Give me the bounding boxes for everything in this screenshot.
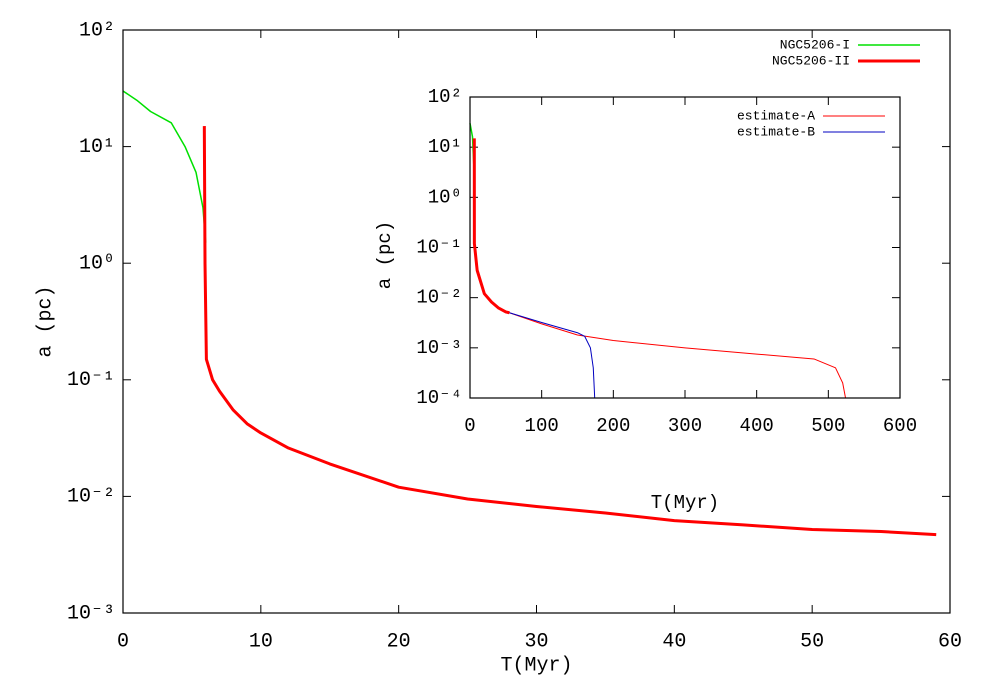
data-line: [509, 312, 847, 399]
y-tick-label: 10⁻¹: [416, 237, 462, 259]
x-tick-label: 40: [662, 630, 686, 653]
legend-label: estimate-A: [737, 108, 815, 123]
y-tick-label: 10²: [79, 19, 115, 42]
y-tick-label: 10¹: [428, 136, 462, 158]
data-line: [122, 90, 207, 243]
inset-background: [470, 97, 900, 398]
x-tick-label: 20: [387, 630, 411, 653]
data-line: [472, 138, 510, 315]
x-tick-label: 10: [249, 630, 273, 653]
plot-frame: [469, 96, 901, 399]
y-tick-label: 10²: [428, 86, 462, 108]
x-tick-label: 0: [117, 630, 129, 653]
y-tick-label: 10⁻³: [67, 602, 115, 625]
x-axis-label: T(Myr): [500, 654, 572, 677]
x-tick-label: 100: [525, 415, 559, 437]
x-tick-label: 500: [811, 415, 845, 437]
x-tick-label: 400: [740, 415, 774, 437]
y-tick-label: 10⁰: [428, 186, 462, 208]
y-tick-label: 10⁻³: [416, 337, 462, 359]
y-axis-label: a (pc): [34, 285, 57, 357]
y-axis-label: a (pc): [374, 221, 396, 289]
x-tick-label: 600: [883, 415, 917, 437]
legend-label: NGC5206-II: [772, 53, 850, 68]
x-tick-label: 200: [596, 415, 630, 437]
x-tick-label: 300: [668, 415, 702, 437]
y-tick-label: 10⁻⁴: [416, 387, 462, 409]
legend-label: estimate-B: [737, 124, 815, 139]
y-tick-label: 10¹: [79, 136, 115, 159]
data-line: [509, 312, 596, 399]
x-tick-label: 60: [938, 630, 962, 653]
x-tick-label: 0: [464, 415, 475, 437]
y-tick-label: 10⁰: [79, 252, 115, 275]
legend-label: NGC5206-I: [780, 37, 850, 52]
y-tick-label: 10⁻²: [67, 486, 115, 509]
x-tick-label: 30: [524, 630, 548, 653]
y-tick-label: 10⁻¹: [67, 369, 115, 392]
plot-frame: [122, 29, 951, 614]
x-axis-label: T(Myr): [651, 492, 719, 514]
x-tick-label: 50: [800, 630, 824, 653]
data-line: [202, 126, 937, 537]
y-tick-label: 10⁻²: [416, 287, 462, 309]
